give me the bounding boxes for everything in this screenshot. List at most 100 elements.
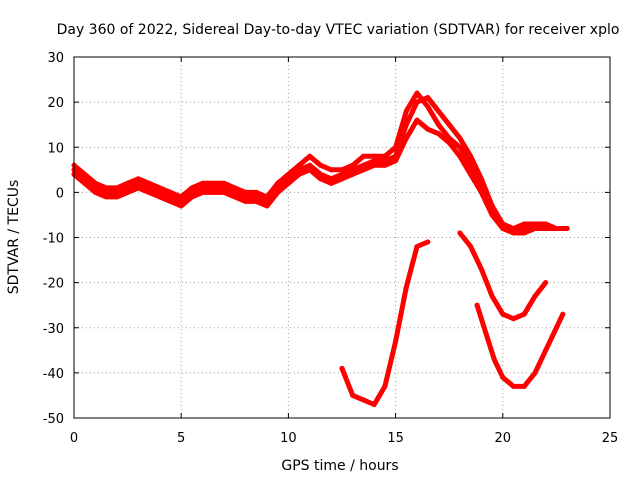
data-point — [457, 230, 463, 236]
data-point — [446, 122, 452, 128]
data-point — [350, 392, 356, 398]
data-point — [103, 189, 109, 195]
data-point — [543, 225, 549, 231]
data-point — [350, 162, 356, 168]
data-point — [393, 144, 399, 150]
data-point — [232, 185, 238, 191]
data-point — [253, 198, 259, 204]
data-point — [157, 189, 163, 195]
series-line-trace-arc-3 — [474, 302, 566, 389]
data-point — [178, 194, 184, 200]
data-point — [478, 180, 484, 186]
chart-title: Day 360 of 2022, Sidereal Day-to-day VTE… — [57, 22, 620, 38]
data-point — [532, 221, 538, 227]
data-point — [371, 162, 377, 168]
data-point — [92, 180, 98, 186]
data-point — [468, 153, 474, 159]
series-line-trace-arc-1 — [339, 239, 431, 407]
data-point — [414, 117, 420, 123]
data-point — [167, 194, 173, 200]
data-point — [339, 365, 345, 371]
data-point — [483, 329, 489, 335]
data-point — [521, 225, 527, 231]
data-point — [382, 158, 388, 164]
data-point — [135, 180, 141, 186]
data-point — [414, 99, 420, 105]
data-point — [382, 162, 388, 168]
data-point — [403, 108, 409, 114]
y-tick-label: -30 — [43, 322, 64, 337]
data-point — [210, 185, 216, 191]
data-point — [275, 180, 281, 186]
x-axis-label: GPS time / hours — [281, 458, 398, 474]
data-point — [521, 221, 527, 227]
data-point — [435, 122, 441, 128]
data-point — [328, 167, 334, 173]
data-point — [371, 158, 377, 164]
data-point — [146, 180, 152, 186]
x-tick-label: 15 — [387, 431, 404, 446]
data-point — [532, 225, 538, 231]
data-point — [532, 293, 538, 299]
data-point — [543, 280, 549, 286]
y-tick-label: 10 — [47, 141, 64, 156]
data-point — [511, 383, 517, 389]
data-point — [114, 185, 120, 191]
data-point — [403, 284, 409, 290]
data-point — [232, 194, 238, 200]
data-point — [189, 194, 195, 200]
data-point — [285, 180, 291, 186]
data-point — [511, 230, 517, 236]
data-point — [328, 180, 334, 186]
data-point — [403, 135, 409, 141]
data-point — [82, 171, 88, 177]
y-axis-label: SDTVAR / TECUs — [6, 180, 22, 295]
data-point — [146, 189, 152, 195]
data-point — [125, 180, 131, 186]
data-point — [243, 194, 249, 200]
data-point — [275, 189, 281, 195]
data-point — [253, 189, 259, 195]
data-point — [210, 189, 216, 195]
data-point — [435, 108, 441, 114]
x-tick-label: 0 — [70, 431, 78, 446]
data-point — [221, 180, 227, 186]
data-point — [468, 171, 474, 177]
y-tick-label: 30 — [47, 51, 64, 66]
data-point — [382, 383, 388, 389]
x-tick-label: 25 — [602, 431, 619, 446]
data-point — [457, 135, 463, 141]
data-point — [285, 171, 291, 177]
data-point — [478, 189, 484, 195]
data-point — [425, 239, 431, 245]
data-point — [382, 153, 388, 159]
data-point — [468, 162, 474, 168]
data-point — [478, 266, 484, 272]
data-point — [200, 189, 206, 195]
data-point — [339, 167, 345, 173]
data-point — [125, 185, 131, 191]
data-point — [318, 176, 324, 182]
x-tick-label: 5 — [177, 431, 185, 446]
y-tick-label: -10 — [43, 232, 64, 247]
data-point — [318, 162, 324, 168]
y-tick-label: 20 — [47, 96, 64, 111]
data-point — [103, 185, 109, 191]
data-point — [371, 153, 377, 159]
axis-ticks: 0 5 10 15 20 25 30 20 10 0 -10 -20 -30 -40 -50 — [43, 51, 619, 446]
series-group — [71, 90, 570, 407]
data-point — [178, 203, 184, 209]
y-tick-label: -40 — [43, 367, 64, 382]
data-point — [360, 167, 366, 173]
x-tick-label: 20 — [495, 431, 512, 446]
data-point — [553, 325, 559, 331]
data-point — [146, 185, 152, 191]
data-point — [489, 212, 495, 218]
data-point — [264, 203, 270, 209]
data-point — [92, 189, 98, 195]
data-point — [200, 180, 206, 186]
data-point — [489, 293, 495, 299]
data-point — [167, 189, 173, 195]
y-tick-label: 0 — [56, 186, 64, 201]
